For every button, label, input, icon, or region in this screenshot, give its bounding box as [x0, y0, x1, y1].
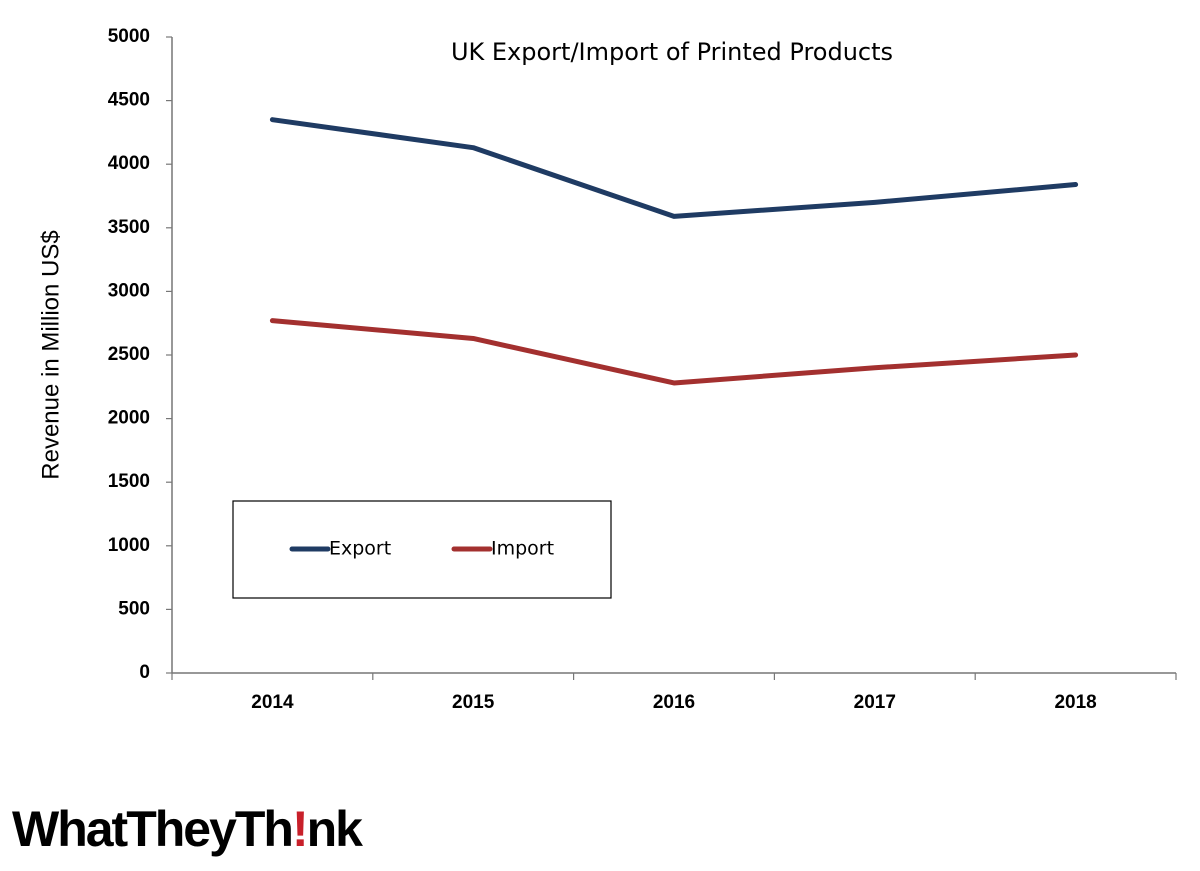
line-series	[269, 117, 1079, 219]
logo: WhatTheyTh!nk	[12, 801, 363, 857]
logo-mark: !	[292, 801, 307, 857]
y-tick-label: 500	[118, 598, 150, 619]
y-tick-label: 2500	[108, 344, 150, 365]
x-tick-label: 2014	[251, 692, 294, 713]
y-tick-label: 1500	[108, 471, 150, 492]
line-series	[269, 318, 1079, 386]
y-axis-title: Revenue in Million US$	[37, 230, 64, 479]
y-tick-label: 4000	[108, 153, 150, 174]
legend-label: Import	[491, 538, 554, 560]
legend-label: Export	[329, 538, 391, 560]
y-tick-label: 2000	[108, 408, 150, 429]
y-tick-label: 0	[139, 662, 150, 683]
x-tick-label: 2017	[854, 692, 896, 713]
logo-text: WhatTheyTh	[12, 801, 292, 857]
x-tick-label: 2015	[452, 692, 495, 713]
x-tick-label: 2018	[1054, 692, 1096, 713]
x-tick-label: 2016	[653, 692, 695, 713]
y-tick-label: 1000	[108, 535, 150, 556]
logo-text: nk	[307, 801, 364, 857]
y-tick-label: 3000	[108, 280, 150, 301]
y-tick-label: 5000	[108, 26, 150, 47]
y-tick-label: 4500	[108, 90, 150, 111]
y-tick-label: 3500	[108, 217, 150, 238]
chart-title: UK Export/Import of Printed Products	[451, 38, 893, 66]
